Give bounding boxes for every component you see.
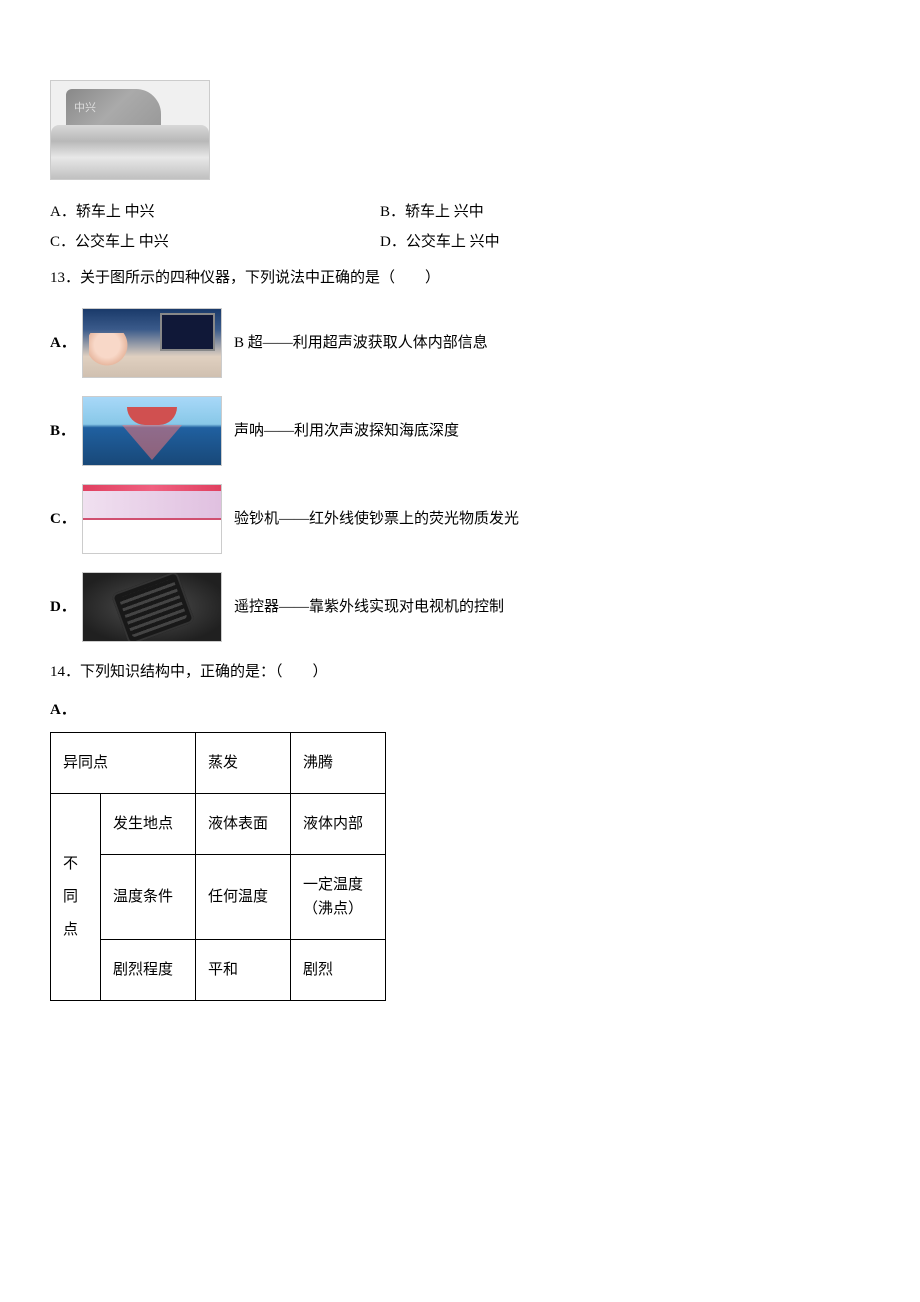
q14-table: 异同点 蒸发 沸腾 不同点 发生地点 液体表面 液体内部 温度条件 任何温度 一… [50,732,386,1001]
q13-option-c-text: 验钞机——红外线使钞票上的荧光物质发光 [234,507,519,531]
table-row: 温度条件 任何温度 一定温度（沸点） [51,855,386,940]
remote-buttons-shape [119,578,188,637]
car-window-text: 中兴 [74,100,96,118]
q12-options-row-1: A．轿车上 中兴 B．轿车上 兴中 [50,200,870,224]
q14-stem: 14．下列知识结构中，正确的是：（ ） [50,660,870,684]
q13-option-a-text: B 超——利用超声波获取人体内部信息 [234,331,488,355]
q13-option-b-text: 声呐——利用次声波探知海底深度 [234,419,459,443]
q13-option-a-row: A． B 超——利用超声波获取人体内部信息 [50,308,870,378]
table-r2-v2: 一定温度（沸点） [291,855,386,940]
remote-body-shape [111,572,195,642]
remote-image [82,572,222,642]
car-body-shape [51,125,209,179]
q13-option-c-label: C． [50,507,74,531]
q12-option-b: B．轿车上 兴中 [380,200,870,224]
table-header-evap: 蒸发 [196,733,291,794]
table-r2-v1: 任何温度 [196,855,291,940]
sonar-waves-shape [122,425,182,460]
table-r2-k: 温度条件 [101,855,196,940]
car-photo: 中兴 [50,80,210,180]
table-r3-v1: 平和 [196,940,291,1001]
bchao-monitor-shape [160,313,215,351]
table-r1-v2: 液体内部 [291,794,386,855]
table-row: 异同点 蒸发 沸腾 [51,733,386,794]
table-header-boil: 沸腾 [291,733,386,794]
money-detector-image [82,484,222,554]
q13-option-d-label: D． [50,595,74,619]
bchao-image [82,308,222,378]
sonar-image [82,396,222,466]
q12-option-d: D．公交车上 兴中 [380,230,870,254]
table-r1-v1: 液体表面 [196,794,291,855]
q13-option-b-label: B． [50,419,74,443]
table-row: 不同点 发生地点 液体表面 液体内部 [51,794,386,855]
sonar-ship-shape [127,407,177,425]
q13-option-b-row: B． 声呐——利用次声波探知海底深度 [50,396,870,466]
q12-option-c: C．公交车上 中兴 [50,230,380,254]
q13-stem: 13．关于图所示的四种仪器，下列说法中正确的是（ ） [50,266,870,290]
car-window: 中兴 [66,89,161,129]
q12-options-row-2: C．公交车上 中兴 D．公交车上 兴中 [50,230,870,254]
q14-option-a-label: A． [50,698,870,722]
table-row: 剧烈程度 平和 剧烈 [51,940,386,1001]
table-group-diff: 不同点 [51,794,101,1001]
money-detector-keys [83,520,221,553]
table-header-aspect: 异同点 [51,733,196,794]
money-detector-top [83,485,221,520]
q13-option-c-row: C． 验钞机——红外线使钞票上的荧光物质发光 [50,484,870,554]
table-r3-v2: 剧烈 [291,940,386,1001]
bchao-person-shape [89,333,149,373]
q13-option-d-text: 遥控器——靠紫外线实现对电视机的控制 [234,595,504,619]
q13-option-a-label: A． [50,331,74,355]
table-r3-k: 剧烈程度 [101,940,196,1001]
q12-option-a: A．轿车上 中兴 [50,200,380,224]
q13-option-d-row: D． 遥控器——靠紫外线实现对电视机的控制 [50,572,870,642]
table-r1-k: 发生地点 [101,794,196,855]
